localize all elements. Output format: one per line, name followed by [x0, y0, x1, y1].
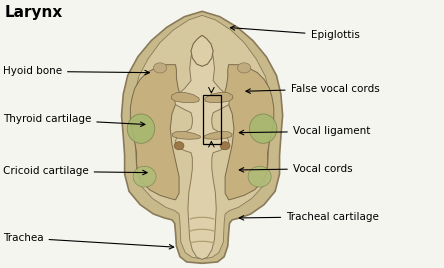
Text: Larynx: Larynx	[5, 5, 63, 20]
Polygon shape	[172, 131, 200, 139]
Ellipse shape	[238, 63, 251, 73]
Ellipse shape	[174, 142, 184, 150]
Text: False vocal cords: False vocal cords	[246, 84, 379, 94]
Ellipse shape	[153, 63, 166, 73]
Polygon shape	[171, 92, 199, 103]
Polygon shape	[224, 65, 274, 200]
Bar	[203, 95, 221, 144]
Text: Trachea: Trachea	[3, 233, 174, 249]
Polygon shape	[204, 131, 232, 139]
Polygon shape	[131, 65, 180, 200]
Polygon shape	[174, 35, 230, 259]
Text: Thyroid cartilage: Thyroid cartilage	[3, 114, 145, 126]
Polygon shape	[205, 92, 233, 103]
Ellipse shape	[250, 114, 277, 143]
Ellipse shape	[133, 166, 156, 187]
Text: Tracheal cartilage: Tracheal cartilage	[239, 212, 379, 222]
Ellipse shape	[127, 114, 155, 143]
Text: Vocal cords: Vocal cords	[239, 164, 353, 174]
Text: Cricoid cartilage: Cricoid cartilage	[3, 166, 147, 176]
Polygon shape	[191, 35, 213, 66]
Polygon shape	[133, 15, 272, 259]
Ellipse shape	[248, 166, 271, 187]
Text: Epiglottis: Epiglottis	[230, 26, 359, 40]
Text: Vocal ligament: Vocal ligament	[239, 126, 370, 136]
Polygon shape	[122, 11, 283, 263]
Text: Hyoid bone: Hyoid bone	[3, 66, 149, 76]
Ellipse shape	[220, 142, 230, 150]
